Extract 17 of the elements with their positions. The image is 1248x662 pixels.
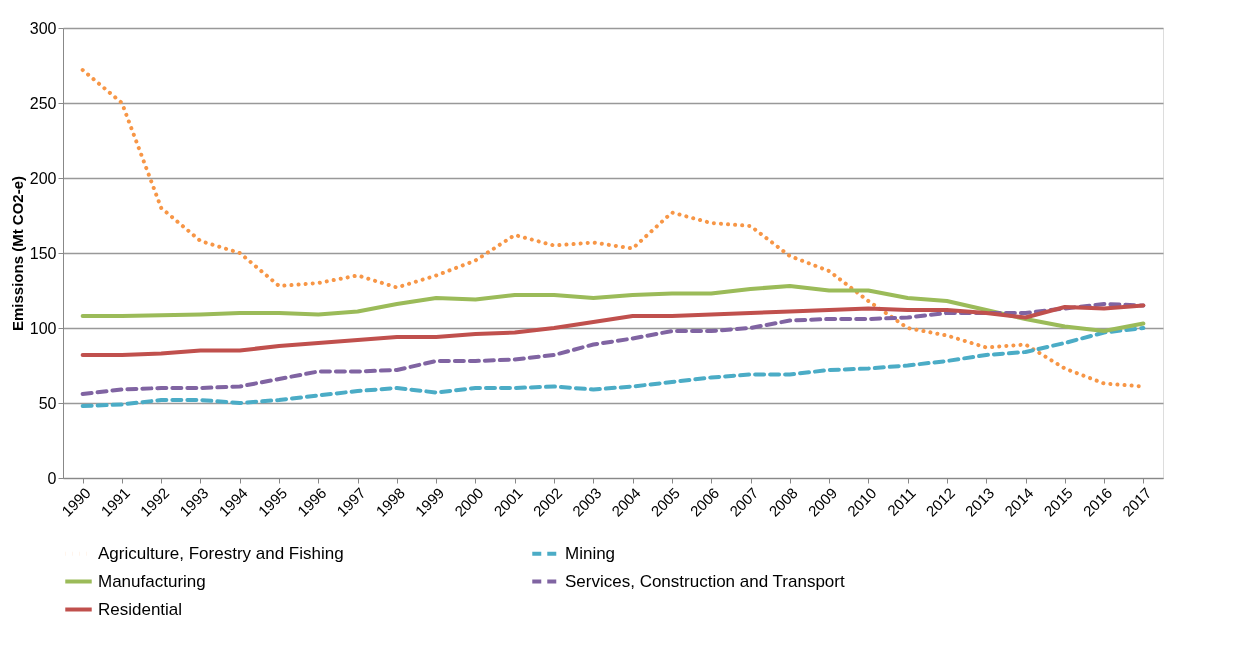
line-series xyxy=(80,284,1146,333)
legend-label: Agriculture, Forestry and Fishing xyxy=(98,543,344,563)
legend-label: Manufacturing xyxy=(98,571,206,591)
legend-label: Mining xyxy=(565,543,616,563)
y-tick-label: 200 xyxy=(29,169,57,187)
line-series xyxy=(80,326,1146,408)
legend-label: Residential xyxy=(98,599,183,619)
y-tick-label: 250 xyxy=(29,94,57,112)
y-tick-label: 0 xyxy=(47,469,57,487)
line-series xyxy=(80,303,1146,357)
y-axis-title: Emissions (Mt CO2-e) xyxy=(8,175,26,332)
y-tick-label: 150 xyxy=(29,244,57,262)
y-tick-label: 300 xyxy=(29,19,57,37)
y-tick-label: 100 xyxy=(29,319,57,337)
legend-label: Services, Construction and Transport xyxy=(565,571,845,591)
line-series xyxy=(80,302,1146,396)
y-tick-label: 50 xyxy=(38,394,57,412)
